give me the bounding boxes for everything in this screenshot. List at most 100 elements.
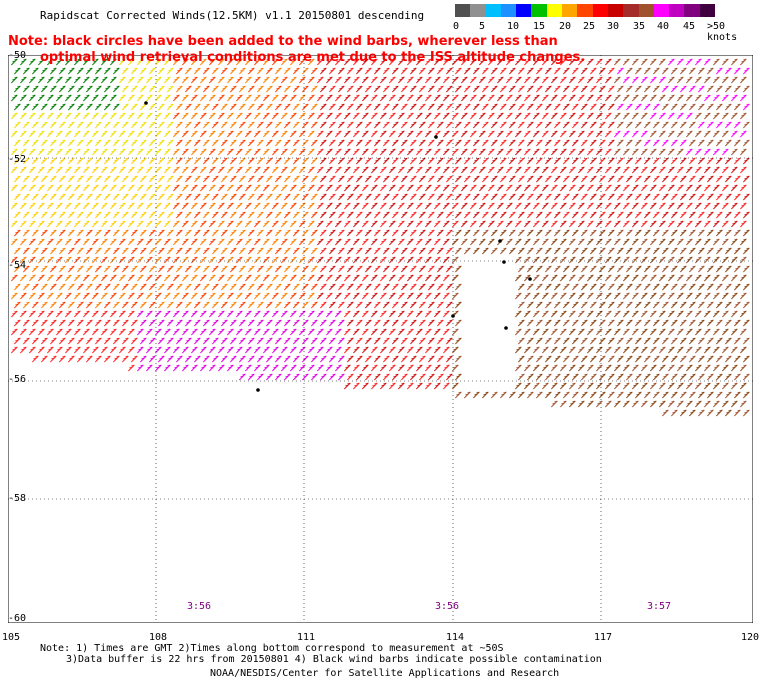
wind-barb xyxy=(428,211,435,219)
wind-barb xyxy=(614,76,621,84)
wind-barb xyxy=(83,238,90,246)
wind-barb xyxy=(356,193,363,201)
wind-barb xyxy=(599,103,606,111)
wind-barb xyxy=(452,256,459,264)
wind-barb xyxy=(533,94,540,102)
wind-barb xyxy=(140,283,147,291)
wind-barb xyxy=(554,157,561,165)
wind-barb xyxy=(218,202,225,210)
wind-barb xyxy=(347,211,354,219)
wind-barb xyxy=(455,265,462,273)
wind-barb xyxy=(131,247,138,255)
wind-barb xyxy=(554,211,561,219)
wind-barb xyxy=(443,256,450,264)
wind-barb xyxy=(509,157,516,165)
wind-barb xyxy=(209,148,216,156)
wind-barb xyxy=(374,193,381,201)
wind-barb xyxy=(302,283,309,291)
wind-barb xyxy=(257,103,264,111)
wind-barb xyxy=(428,139,435,147)
wind-barb xyxy=(266,139,273,147)
wind-barb xyxy=(488,58,495,66)
wind-barb xyxy=(389,184,396,192)
wind-barb xyxy=(518,157,525,165)
wind-barb xyxy=(407,130,414,138)
wind-barb xyxy=(677,130,684,138)
wind-barb xyxy=(29,202,36,210)
wind-barb xyxy=(527,247,534,255)
wind-barb xyxy=(365,193,372,201)
wind-barb xyxy=(509,121,516,129)
wind-barb xyxy=(734,103,741,111)
wind-barb xyxy=(344,76,351,84)
wind-barb xyxy=(380,148,387,156)
wind-barb xyxy=(374,139,381,147)
wind-barb xyxy=(263,202,270,210)
wind-barb xyxy=(212,103,219,111)
wind-barb xyxy=(401,211,408,219)
wind-barb xyxy=(464,229,471,237)
wind-barb xyxy=(362,256,369,264)
wind-barb xyxy=(146,184,153,192)
wind-barb xyxy=(497,112,504,120)
wind-barb xyxy=(581,175,588,183)
wind-barb xyxy=(398,166,405,174)
wind-barb xyxy=(497,130,504,138)
wind-barb xyxy=(569,112,576,120)
wind-barb xyxy=(677,184,684,192)
wind-barb xyxy=(239,85,246,93)
wind-barb xyxy=(65,58,72,66)
wind-barb xyxy=(599,67,606,75)
wind-barb xyxy=(569,166,576,174)
wind-barb xyxy=(563,175,570,183)
wind-barb xyxy=(698,139,705,147)
wind-barb xyxy=(263,94,270,102)
wind-barb xyxy=(101,130,108,138)
wind-barb xyxy=(446,247,453,255)
wind-barb xyxy=(536,139,543,147)
wind-barb xyxy=(542,112,549,120)
wind-barb xyxy=(119,112,126,120)
wind-barb xyxy=(596,184,603,192)
wind-barb xyxy=(410,157,417,165)
wind-barb xyxy=(212,229,219,237)
wind-barb xyxy=(401,175,408,183)
wind-barb xyxy=(290,202,297,210)
wind-barb xyxy=(362,112,369,120)
wind-barb xyxy=(464,157,471,165)
wind-barb xyxy=(230,265,237,273)
wind-barb xyxy=(608,67,615,75)
wind-barb xyxy=(554,247,561,255)
wind-barb xyxy=(461,202,468,210)
wind-barb xyxy=(155,256,162,264)
wind-barb xyxy=(212,193,219,201)
wind-barb xyxy=(173,94,180,102)
wind-barb xyxy=(335,274,342,282)
wind-barb xyxy=(398,256,405,264)
wind-barb xyxy=(293,103,300,111)
wind-barb xyxy=(275,85,282,93)
wind-barb xyxy=(443,112,450,120)
wind-barb xyxy=(236,166,243,174)
wind-barb xyxy=(113,67,120,75)
wind-barb xyxy=(95,283,102,291)
wind-barb xyxy=(266,193,273,201)
wind-barb xyxy=(83,148,90,156)
wind-barb xyxy=(245,130,252,138)
wind-barb xyxy=(686,94,693,102)
wind-barb xyxy=(680,85,687,93)
wind-barb xyxy=(383,229,390,237)
wind-barb xyxy=(20,112,27,120)
wind-barb xyxy=(563,247,570,255)
wind-barb xyxy=(623,256,630,264)
wind-barb xyxy=(536,157,543,165)
wind-barb xyxy=(302,247,309,255)
wind-barb xyxy=(200,58,207,66)
wind-barb xyxy=(371,220,378,228)
wind-barb xyxy=(443,274,450,282)
wind-barb xyxy=(608,85,615,93)
wind-barb xyxy=(59,175,66,183)
wind-barb xyxy=(38,166,45,174)
wind-barb xyxy=(623,76,630,84)
wind-barb xyxy=(716,121,723,129)
